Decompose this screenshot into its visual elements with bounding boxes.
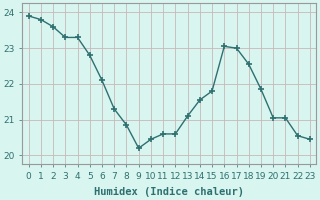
X-axis label: Humidex (Indice chaleur): Humidex (Indice chaleur) [94,186,244,197]
